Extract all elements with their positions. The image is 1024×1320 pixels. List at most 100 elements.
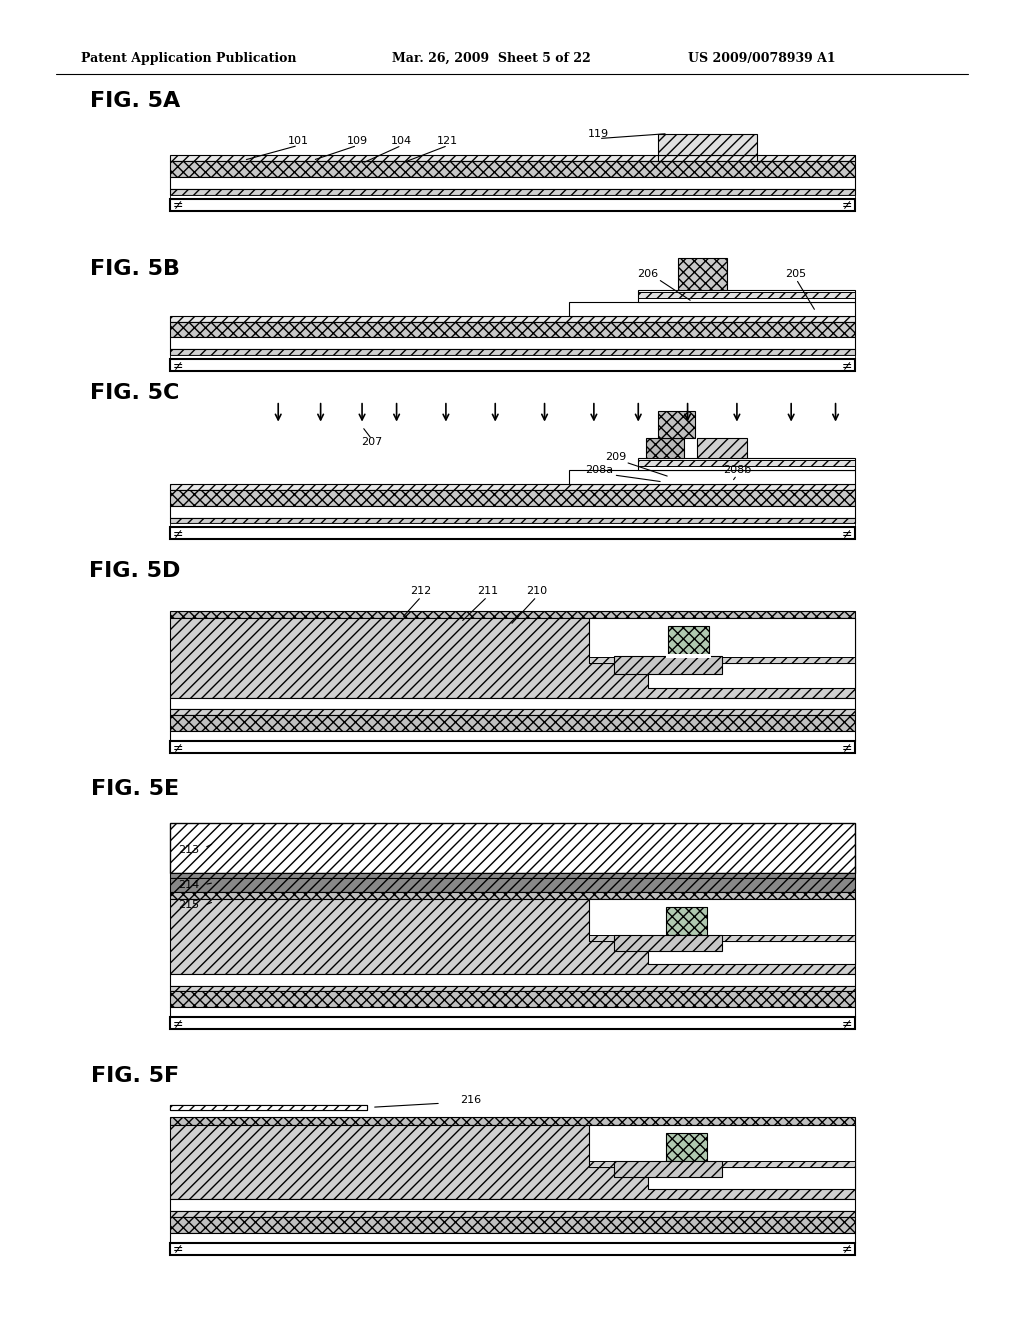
- Bar: [666, 1133, 708, 1160]
- Text: 214: 214: [178, 879, 200, 890]
- Text: 104: 104: [391, 136, 412, 145]
- Text: 208a: 208a: [585, 465, 613, 475]
- Bar: [170, 199, 855, 211]
- Bar: [697, 438, 746, 458]
- Bar: [666, 907, 708, 935]
- Text: 207: 207: [361, 437, 383, 447]
- Text: FIG. 5C: FIG. 5C: [90, 383, 180, 403]
- Bar: [170, 1200, 855, 1212]
- Text: 109: 109: [346, 136, 368, 145]
- Text: ≠: ≠: [172, 741, 183, 754]
- Bar: [589, 899, 855, 941]
- Bar: [170, 991, 855, 1007]
- Text: Patent Application Publication: Patent Application Publication: [81, 51, 296, 65]
- Bar: [170, 824, 855, 873]
- Bar: [589, 1160, 855, 1167]
- Bar: [569, 470, 855, 484]
- Bar: [170, 741, 855, 752]
- Bar: [170, 195, 855, 199]
- Bar: [569, 302, 855, 315]
- Bar: [658, 411, 695, 438]
- Text: FIG. 5D: FIG. 5D: [89, 561, 181, 581]
- Bar: [589, 657, 855, 663]
- Bar: [613, 656, 722, 673]
- Text: 210: 210: [526, 586, 547, 595]
- Bar: [170, 524, 855, 528]
- Text: ≠: ≠: [172, 1242, 183, 1255]
- Bar: [170, 1212, 855, 1217]
- Bar: [170, 1125, 855, 1200]
- Bar: [613, 1160, 722, 1176]
- Bar: [170, 1018, 855, 1030]
- Text: FIG. 5F: FIG. 5F: [91, 1065, 179, 1085]
- Text: ≠: ≠: [172, 198, 183, 211]
- Bar: [678, 259, 727, 290]
- Text: FIG. 5A: FIG. 5A: [90, 91, 180, 111]
- Bar: [170, 355, 855, 359]
- Text: 209: 209: [605, 453, 627, 462]
- Bar: [170, 1117, 855, 1125]
- Bar: [170, 315, 855, 322]
- Bar: [658, 133, 757, 156]
- Bar: [170, 986, 855, 991]
- Text: ≠: ≠: [842, 1016, 853, 1030]
- Bar: [638, 292, 855, 298]
- Bar: [170, 619, 855, 697]
- Bar: [668, 627, 710, 656]
- Bar: [170, 709, 855, 715]
- Bar: [170, 1007, 855, 1018]
- Bar: [648, 1167, 855, 1189]
- Bar: [170, 731, 855, 741]
- Bar: [648, 941, 855, 964]
- Bar: [170, 359, 855, 371]
- Text: ≠: ≠: [172, 1016, 183, 1030]
- Text: 211: 211: [477, 586, 498, 595]
- Bar: [589, 1125, 855, 1167]
- Text: 216: 216: [460, 1096, 481, 1105]
- Text: ≠: ≠: [172, 359, 183, 372]
- Text: 215: 215: [178, 900, 200, 911]
- Bar: [170, 484, 855, 490]
- Bar: [170, 528, 855, 540]
- Bar: [170, 1105, 367, 1110]
- Bar: [638, 461, 855, 466]
- Bar: [638, 290, 855, 302]
- Bar: [648, 663, 855, 688]
- Text: 121: 121: [437, 136, 459, 145]
- Bar: [170, 156, 855, 161]
- Text: ≠: ≠: [842, 1242, 853, 1255]
- Text: FIG. 5B: FIG. 5B: [90, 259, 180, 279]
- Text: 101: 101: [288, 136, 308, 145]
- Bar: [589, 935, 855, 941]
- Text: 205: 205: [785, 269, 807, 279]
- Bar: [170, 697, 855, 709]
- Text: ≠: ≠: [842, 359, 853, 372]
- Text: Mar. 26, 2009  Sheet 5 of 22: Mar. 26, 2009 Sheet 5 of 22: [391, 51, 591, 65]
- Bar: [170, 322, 855, 338]
- Bar: [170, 891, 855, 899]
- Bar: [170, 350, 855, 355]
- Bar: [170, 338, 855, 350]
- Text: 208b: 208b: [723, 465, 751, 475]
- Text: 119: 119: [588, 128, 609, 139]
- Text: 213: 213: [178, 845, 200, 855]
- Bar: [666, 655, 712, 659]
- Bar: [170, 1243, 855, 1255]
- Bar: [170, 189, 855, 195]
- Bar: [170, 873, 855, 878]
- Bar: [170, 1105, 367, 1110]
- Text: 212: 212: [411, 586, 432, 595]
- Bar: [170, 1217, 855, 1233]
- Text: ≠: ≠: [842, 527, 853, 540]
- Bar: [170, 506, 855, 517]
- Text: FIG. 5E: FIG. 5E: [91, 779, 179, 799]
- Text: 206: 206: [638, 269, 658, 279]
- Bar: [613, 935, 722, 950]
- Bar: [170, 974, 855, 986]
- Text: ≠: ≠: [842, 198, 853, 211]
- Bar: [170, 490, 855, 506]
- Text: ≠: ≠: [172, 527, 183, 540]
- Bar: [170, 878, 855, 891]
- Bar: [170, 611, 855, 619]
- Bar: [170, 1233, 855, 1243]
